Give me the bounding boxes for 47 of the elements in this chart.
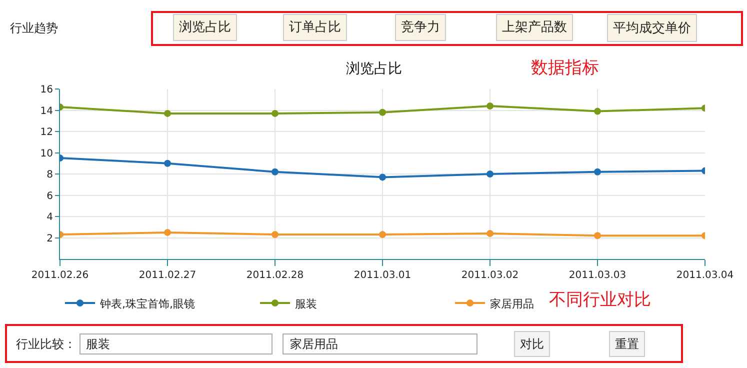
y-tick-label: 2: [46, 233, 53, 244]
x-tick-label: 2011.03.01: [354, 270, 412, 281]
x-tick-label: 2011.03.02: [461, 270, 519, 281]
point: [272, 110, 278, 117]
point: [594, 232, 601, 240]
point: [486, 170, 494, 178]
point: [164, 110, 171, 117]
legend-label: 钟表,珠宝首饰,眼镜: [99, 297, 195, 310]
point: [486, 102, 494, 110]
point: [272, 231, 278, 238]
text: 服装: [86, 337, 110, 351]
text: 数据指标: [531, 58, 599, 78]
text: 竞争力: [401, 20, 440, 35]
point: [272, 168, 278, 176]
point: [594, 108, 601, 115]
legend-label: 家居用品: [490, 297, 534, 310]
y-tick-label: 8: [46, 170, 53, 180]
text: 行业比较：: [16, 337, 76, 351]
point: [379, 108, 386, 116]
y-tick-label: 14: [40, 106, 53, 117]
x-tick-label: 2011.03.03: [568, 270, 626, 281]
text: 订单占比: [289, 20, 341, 35]
y-tick-label: 16: [40, 84, 53, 96]
point: [164, 228, 171, 236]
text: 上架产品数: [502, 20, 567, 35]
text: 重置: [615, 337, 639, 351]
legend-label: 服装: [295, 297, 317, 310]
y-tick-label: 6: [46, 190, 53, 202]
point: [486, 230, 494, 237]
y-tick-label: 10: [40, 148, 53, 160]
x-tick-label: 2011.02.27: [138, 270, 196, 281]
y-tick-label: 4: [46, 212, 53, 223]
text: 家居用品: [290, 337, 338, 351]
chart-title: 浏览占比: [346, 60, 402, 77]
text: 平均成交单价: [613, 20, 691, 36]
x-tick-label: 2011.02.26: [31, 270, 89, 281]
text: 行业趋势: [10, 21, 58, 35]
text: 不同行业对比: [549, 290, 651, 310]
point: [594, 168, 601, 176]
x-tick-label: 2011.03.04: [676, 270, 734, 281]
text: 浏览占比: [179, 20, 231, 35]
y-tick-label: 12: [40, 127, 53, 138]
point: [379, 174, 386, 181]
text: 对比: [520, 337, 544, 351]
point: [164, 160, 171, 167]
x-tick-label: 2011.02.28: [246, 270, 304, 281]
point: [379, 231, 386, 238]
